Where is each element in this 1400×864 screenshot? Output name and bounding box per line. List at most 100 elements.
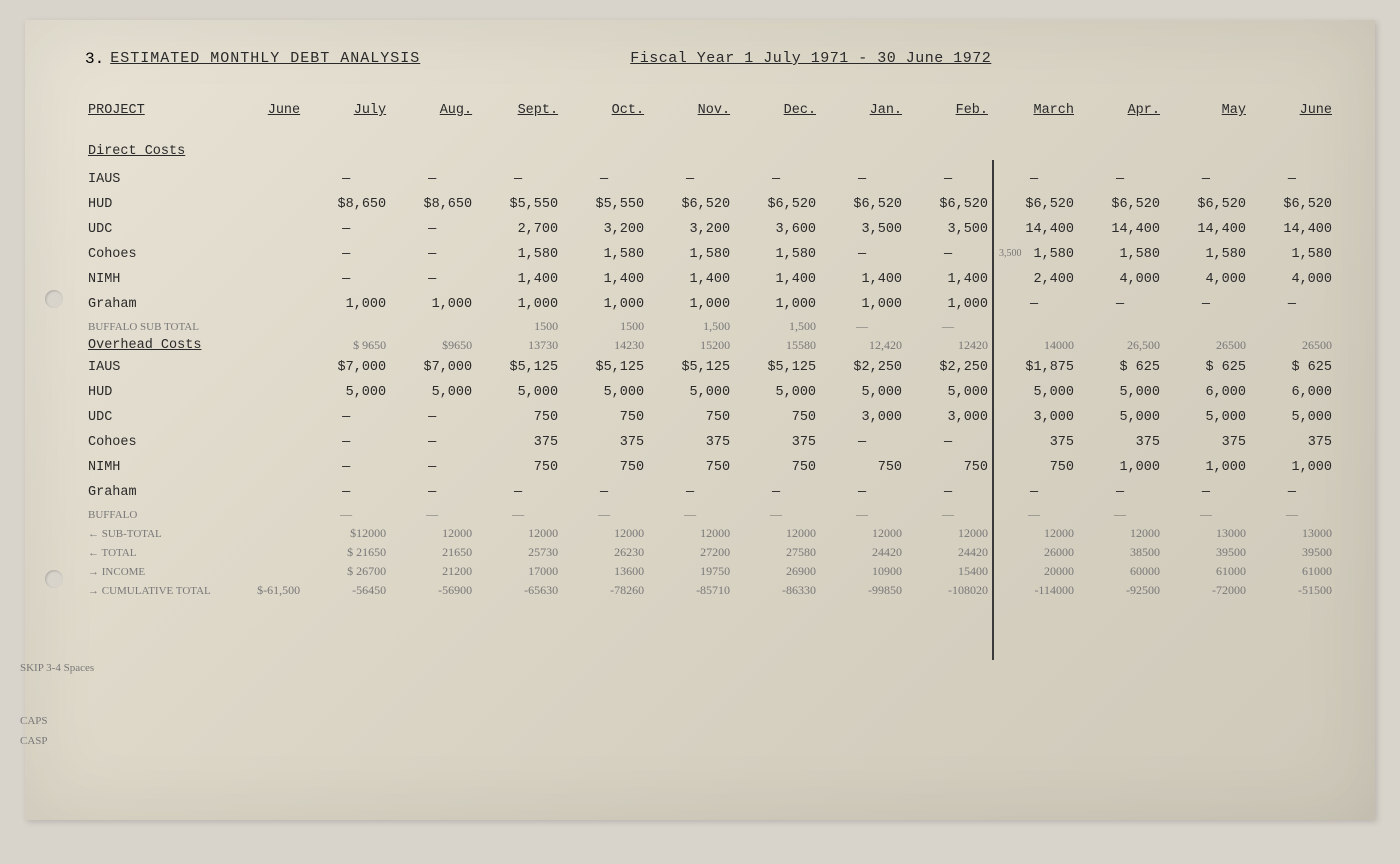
- table-cell: —: [991, 480, 1077, 505]
- table-cell: 60000: [1077, 562, 1163, 581]
- table-cell: 1500: [561, 317, 647, 336]
- table-cell: —: [819, 317, 905, 336]
- table-cell: [226, 562, 303, 581]
- month-header: Jan.: [819, 98, 905, 134]
- table-cell: 1,000: [1249, 455, 1335, 480]
- table-cell: -72000: [1163, 581, 1249, 600]
- table-cell: $12000: [303, 524, 389, 543]
- table-cell: 1,000: [561, 292, 647, 317]
- section-label: Overhead Costs: [85, 336, 226, 355]
- table-cell: —: [733, 505, 819, 524]
- table-cell: $6,520: [1077, 192, 1163, 217]
- table-cell: 1,400: [905, 267, 991, 292]
- table-cell: 1,000: [819, 292, 905, 317]
- table-cell: $2,250: [905, 355, 991, 380]
- table-cell: 14,400: [1077, 217, 1163, 242]
- row-label: HUD: [85, 192, 226, 217]
- table-cell: $6,520: [1163, 192, 1249, 217]
- table-cell: 375: [1077, 430, 1163, 455]
- table-row: BUFFALO————————————: [85, 505, 1335, 524]
- table-cell: 1,400: [561, 267, 647, 292]
- row-label: IAUS: [85, 355, 226, 380]
- table-cell: [1163, 317, 1249, 336]
- table-cell: $8,650: [303, 192, 389, 217]
- table-cell: 1,580: [1249, 242, 1335, 267]
- subtotal-row: Overhead Costs$ 9650$9650137301423015200…: [85, 336, 1335, 355]
- table-cell: 13000: [1249, 524, 1335, 543]
- table-cell: -65630: [475, 581, 561, 600]
- month-header: Dec.: [733, 98, 819, 134]
- table-row: Cohoes——1,5801,5801,5801,580——1,5801,580…: [85, 242, 1335, 267]
- row-label: NIMH: [85, 267, 226, 292]
- table-cell: 5,000: [303, 380, 389, 405]
- table-cell: 12000: [647, 524, 733, 543]
- table-cell: 12000: [389, 524, 475, 543]
- table-cell: 20000: [991, 562, 1077, 581]
- table-cell: 5,000: [1163, 405, 1249, 430]
- table-cell: -51500: [1249, 581, 1335, 600]
- table-cell: 1,400: [733, 267, 819, 292]
- table-cell: 1500: [475, 317, 561, 336]
- table-cell: 25730: [475, 543, 561, 562]
- table-cell: $5,125: [647, 355, 733, 380]
- margin-note-skip: SKIP 3-4 Spaces: [20, 662, 94, 674]
- table-cell: 12000: [733, 524, 819, 543]
- row-label: BUFFALO SUB TOTAL: [85, 317, 226, 336]
- table-cell: —: [303, 267, 389, 292]
- table-cell: $6,520: [733, 192, 819, 217]
- punch-hole: [45, 290, 63, 308]
- table-cell: -86330: [733, 581, 819, 600]
- table-cell: 26900: [733, 562, 819, 581]
- table-cell: —: [1163, 505, 1249, 524]
- table-cell: 12420: [905, 336, 991, 355]
- table-cell: 6,000: [1249, 380, 1335, 405]
- table-cell: 4,000: [1163, 267, 1249, 292]
- table-cell: —: [647, 480, 733, 505]
- table-cell: 1,580: [1077, 242, 1163, 267]
- table-cell: —: [819, 480, 905, 505]
- table-cell: $ 625: [1249, 355, 1335, 380]
- table-cell: 14,400: [991, 217, 1077, 242]
- row-label: → INCOME: [85, 562, 226, 581]
- table-cell: 6,000: [1163, 380, 1249, 405]
- table-cell: [226, 192, 303, 217]
- table-cell: 14,400: [1249, 217, 1335, 242]
- table-cell: [226, 505, 303, 524]
- month-header: July: [303, 98, 389, 134]
- table-cell: [226, 355, 303, 380]
- handwritten-correction: 3,500: [999, 248, 1022, 259]
- table-row: IAUS————————————: [85, 167, 1335, 192]
- table-cell: [389, 317, 475, 336]
- table-cell: 375: [991, 430, 1077, 455]
- table-cell: 750: [561, 405, 647, 430]
- column-headers: PROJECTJuneJulyAug.Sept.Oct.Nov.Dec.Jan.…: [85, 98, 1335, 134]
- table-cell: 3,600: [733, 217, 819, 242]
- table-cell: 26,500: [1077, 336, 1163, 355]
- table-row: Cohoes——375375375375——375375375375: [85, 430, 1335, 455]
- month-header: Sept.: [475, 98, 561, 134]
- table-cell: 1,580: [475, 242, 561, 267]
- table-cell: 12000: [819, 524, 905, 543]
- row-label: ← SUB-TOTAL: [85, 524, 226, 543]
- table-cell: —: [303, 455, 389, 480]
- table-cell: —: [389, 505, 475, 524]
- table-cell: $6,520: [647, 192, 733, 217]
- table-cell: —: [1077, 480, 1163, 505]
- table-cell: 15200: [647, 336, 733, 355]
- table-cell: 1,400: [819, 267, 905, 292]
- table-cell: $5,125: [561, 355, 647, 380]
- table-cell: $5,550: [475, 192, 561, 217]
- table-cell: $6,520: [991, 192, 1077, 217]
- table-cell: 19750: [647, 562, 733, 581]
- table-cell: 3,000: [991, 405, 1077, 430]
- table-cell: 375: [647, 430, 733, 455]
- month-header: Oct.: [561, 98, 647, 134]
- table-cell: $ 21650: [303, 543, 389, 562]
- debt-table: PROJECTJuneJulyAug.Sept.Oct.Nov.Dec.Jan.…: [85, 98, 1335, 600]
- table-cell: —: [1077, 505, 1163, 524]
- row-label: BUFFALO: [85, 505, 226, 524]
- table-cell: 12,420: [819, 336, 905, 355]
- table-cell: 12000: [991, 524, 1077, 543]
- table-cell: —: [819, 505, 905, 524]
- table-cell: $6,520: [1249, 192, 1335, 217]
